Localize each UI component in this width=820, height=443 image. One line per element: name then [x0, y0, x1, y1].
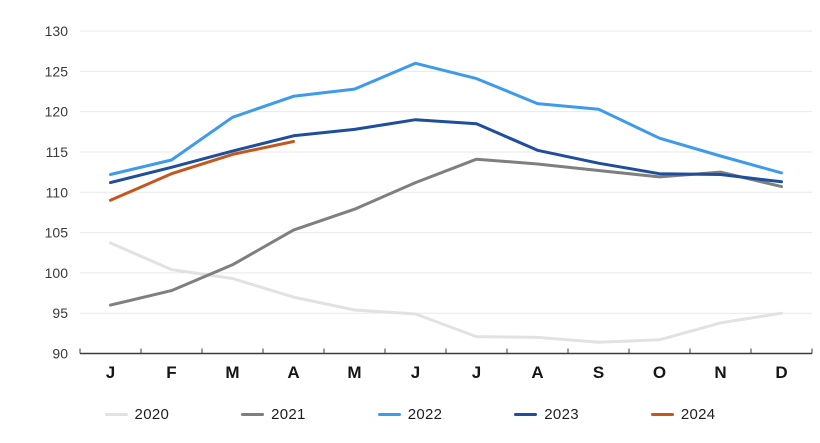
y-axis-label: 130 — [45, 23, 69, 39]
legend-swatch-icon — [514, 412, 538, 417]
legend-label: 2022 — [407, 406, 443, 423]
y-axis-label: 115 — [46, 144, 69, 160]
legend-swatch-icon — [241, 412, 265, 417]
x-axis-label: F — [166, 363, 176, 382]
series-line-2020 — [109, 241, 783, 344]
y-axis-label: 125 — [45, 63, 69, 79]
x-axis-label: J — [411, 363, 420, 382]
series-line-2024 — [109, 140, 295, 202]
x-axis-label: A — [287, 363, 299, 382]
legend-item-2021: 2021 — [241, 406, 306, 423]
legend-label: 2023 — [544, 406, 579, 423]
legend-swatch-icon — [377, 412, 401, 417]
legend-item-2022: 2022 — [377, 406, 443, 423]
chart-legend: 2020 2021 2022 2023 2024 — [0, 406, 820, 423]
y-axis-label: 90 — [52, 346, 68, 362]
y-axis-label: 95 — [52, 305, 68, 321]
legend-item-2023: 2023 — [514, 406, 579, 423]
x-axis-label: J — [472, 363, 481, 382]
legend-label: 2021 — [271, 406, 306, 423]
y-axis-label: 105 — [45, 225, 69, 241]
y-axis-label: 120 — [45, 104, 69, 120]
legend-swatch-icon — [650, 412, 674, 417]
legend-label: 2024 — [680, 406, 716, 423]
legend-swatch-icon — [104, 412, 128, 417]
series-line-2023 — [109, 118, 783, 185]
series-line-2021 — [109, 157, 783, 307]
x-axis-label: M — [225, 363, 239, 382]
legend-label: 2020 — [134, 406, 170, 423]
x-axis-label: N — [714, 363, 726, 382]
legend-item-2024: 2024 — [650, 406, 716, 423]
x-axis-label: M — [347, 363, 361, 382]
legend-item-2020: 2020 — [104, 406, 170, 423]
chart-svg: 90 95 100 105 110 115 120 125 130 J F M A M J J A S O N D — [45, 23, 813, 382]
x-axis-label: S — [593, 363, 604, 382]
x-axis-label: A — [531, 363, 543, 382]
x-axis-label: D — [775, 363, 787, 382]
series-line-2022 — [109, 61, 783, 176]
y-axis-label: 100 — [45, 265, 69, 281]
y-axis-label: 110 — [46, 184, 69, 200]
x-axis-label: J — [106, 363, 115, 382]
x-axis-label: O — [653, 363, 666, 382]
